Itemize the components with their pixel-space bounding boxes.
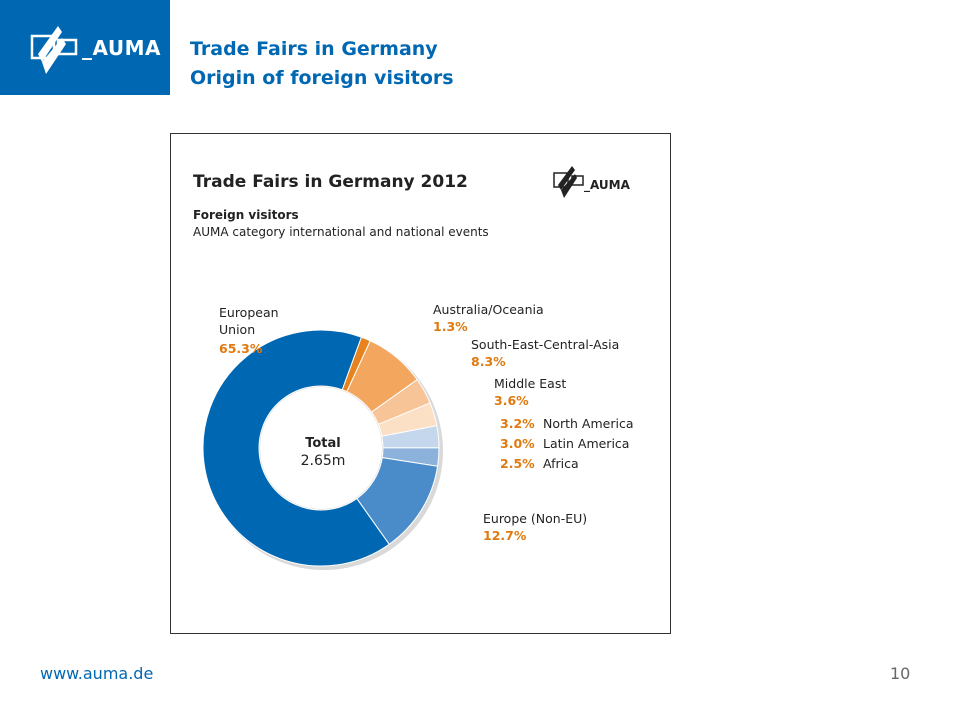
auma-logo-text: _AUMA bbox=[82, 36, 161, 60]
label-european-union-line2: Union bbox=[219, 322, 255, 337]
value-africa: 2.5% bbox=[500, 456, 535, 471]
chart-panel: Trade Fairs in Germany 2012 Foreign visi… bbox=[170, 133, 671, 634]
label-africa: Africa bbox=[543, 456, 579, 471]
label-latin-america: Latin America bbox=[543, 436, 629, 451]
label-european-union-line1: European bbox=[219, 305, 279, 320]
value-north-america: 3.2% bbox=[500, 416, 535, 431]
value-europe-non-eu: 12.7% bbox=[483, 528, 527, 543]
label-north-america: North America bbox=[543, 416, 634, 431]
chart-description: AUMA category international and national… bbox=[193, 225, 489, 239]
center-label: Total bbox=[305, 436, 341, 451]
value-european-union: 65.3% bbox=[219, 341, 263, 356]
chart-auma-logo-icon bbox=[553, 166, 584, 198]
chart-auma-logo-text: _AUMA bbox=[584, 178, 630, 192]
chart-title: Trade Fairs in Germany 2012 bbox=[193, 172, 468, 192]
page-number: 10 bbox=[890, 664, 911, 683]
page-title-line1: Trade Fairs in Germany bbox=[190, 38, 438, 60]
value-middle-east: 3.6% bbox=[494, 393, 529, 408]
value-australia-oceania: 1.3% bbox=[433, 319, 468, 334]
auma-logo-icon bbox=[30, 26, 78, 74]
slice-european-union bbox=[202, 329, 390, 567]
chart-subtitle: Foreign visitors bbox=[193, 208, 299, 222]
center-value: 2.65m bbox=[301, 453, 346, 469]
page-title-line2: Origin of foreign visitors bbox=[190, 67, 454, 89]
label-europe-non-eu: Europe (Non-EU) bbox=[483, 511, 587, 526]
label-south-east-central-asia: South-East-Central-Asia bbox=[471, 337, 619, 352]
value-south-east-central-asia: 8.3% bbox=[471, 354, 506, 369]
donut-center bbox=[260, 387, 382, 509]
auma-logo[interactable]: _AUMA bbox=[0, 0, 170, 95]
footer-url-link[interactable]: www.auma.de bbox=[40, 664, 154, 683]
label-australia-oceania: Australia/Oceania bbox=[433, 302, 544, 317]
value-latin-america: 3.0% bbox=[500, 436, 535, 451]
page-title: Trade Fairs in Germany Origin of foreign… bbox=[190, 35, 454, 93]
label-middle-east: Middle East bbox=[494, 376, 566, 391]
donut-chart: Total 2.65m Australia/Oceania 1.3%South-Eas… bbox=[202, 302, 634, 570]
